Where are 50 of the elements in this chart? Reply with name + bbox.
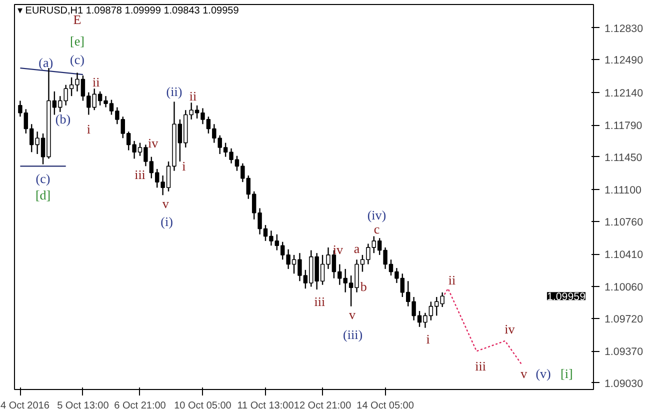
chart-title: ▾ EURUSD,H1 1.09878 1.09999 1.09843 1.09959	[18, 6, 240, 16]
y-tick-label: 1.10410	[604, 249, 644, 261]
y-tick-label: 1.11790	[604, 120, 642, 132]
y-tick-label: 1.10060	[604, 282, 644, 294]
annotation: iii	[475, 358, 486, 374]
annotation: v	[162, 196, 170, 212]
annotation: (ii)	[166, 84, 182, 99]
x-tick-label: 4 Oct 2016	[0, 400, 50, 412]
annotation: (iv)	[367, 207, 386, 222]
x-tick-label: 11 Oct 13:00	[237, 400, 294, 412]
y-tick-label: 1.09720	[604, 313, 644, 326]
x-tick-label: 12 Oct 21:00	[294, 400, 352, 412]
x-tick-label: 10 Oct 05:00	[174, 400, 232, 412]
annotation: a	[354, 240, 360, 256]
annotation: iv	[504, 321, 516, 336]
y-tick-label: 1.12830	[604, 22, 644, 35]
x-tick-label: 14 Oct 05:00	[356, 400, 414, 412]
annotation: (c)	[36, 170, 50, 186]
annotation: i	[182, 158, 186, 174]
annotation: [d]	[35, 188, 51, 203]
annotation: v	[520, 366, 528, 382]
annotation: (a)	[38, 54, 54, 70]
y-tick-label: 1.12490	[604, 54, 644, 67]
annotation: (c)	[70, 52, 84, 68]
x-tick-label: 6 Oct 21:00	[114, 400, 166, 412]
y-tick-label: 1.10760	[604, 216, 644, 228]
annotation: b	[360, 279, 367, 294]
annotation: (b)	[55, 111, 71, 126]
x-tick-label: 5 Oct 13:00	[57, 400, 110, 412]
annotation: (i)	[160, 214, 173, 229]
annotation: iii	[314, 294, 326, 310]
y-tick-label: 1.09370	[604, 346, 644, 358]
annotation: (v)	[536, 366, 551, 382]
y-tick-label: 1.09030	[604, 378, 644, 390]
annotation: i	[86, 121, 91, 136]
y-tick-label: 1.11450	[604, 152, 642, 164]
y-tick-label: 1.11100	[604, 184, 642, 197]
annotation: ii	[448, 272, 456, 288]
annotation: iii	[134, 167, 146, 182]
annotation: iv	[148, 135, 159, 150]
annotation: [i]	[560, 366, 573, 382]
annotation: v	[348, 307, 356, 322]
annotation: ii	[92, 74, 100, 90]
annotation: iv	[332, 242, 344, 257]
y-tick-label: 1.12140	[604, 87, 644, 100]
annotation: i	[426, 332, 430, 347]
annotation: c	[374, 221, 380, 236]
annotation: ii	[189, 88, 198, 104]
annotation: (iii)	[343, 326, 363, 342]
annotation: [e]	[70, 33, 84, 48]
